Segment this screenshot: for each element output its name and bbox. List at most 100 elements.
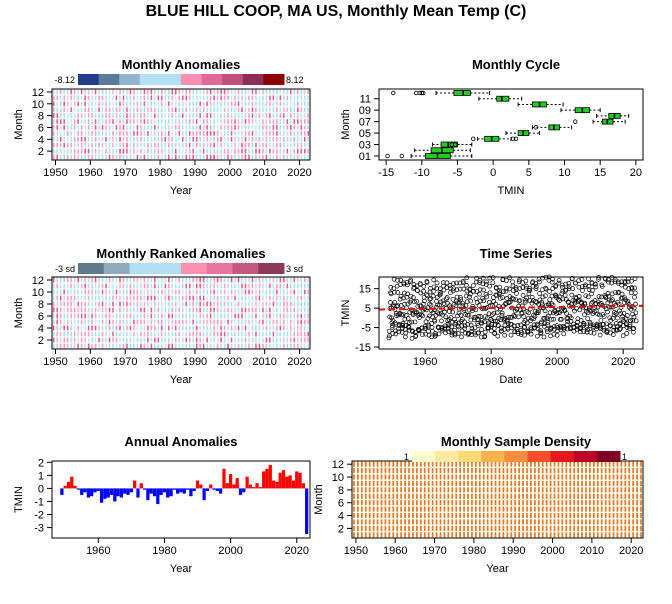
heatmap-cell xyxy=(502,487,505,493)
y-axis-label: TMIN xyxy=(340,300,352,327)
heatmap-cell xyxy=(209,337,212,343)
data-point xyxy=(604,328,610,333)
heatmap-cell xyxy=(248,95,250,101)
heatmap-cell xyxy=(357,532,359,538)
heatmap-cell xyxy=(297,283,299,289)
data-point xyxy=(564,322,570,327)
data-point xyxy=(619,279,625,285)
data-point xyxy=(507,275,512,280)
heatmap-cell xyxy=(52,113,55,118)
heatmap-cell xyxy=(122,119,125,124)
heatmap-cell xyxy=(258,337,261,343)
heatmap-cell xyxy=(290,136,292,142)
heatmap-cell xyxy=(115,343,118,349)
panel-title: Monthly Anomalies xyxy=(122,57,241,72)
heatmap-cell xyxy=(59,119,62,124)
data-point xyxy=(620,313,626,319)
heatmap-cell xyxy=(230,119,233,124)
heatmap-cell xyxy=(537,500,540,506)
heatmap-cell xyxy=(185,95,187,101)
heatmap-cell xyxy=(265,142,268,148)
heatmap-cell xyxy=(478,519,481,525)
data-point xyxy=(630,326,636,332)
heatmap-cell xyxy=(251,277,254,283)
data-point xyxy=(477,291,482,297)
heatmap-cell xyxy=(87,295,90,301)
heatmap-cell xyxy=(290,301,292,307)
heatmap-cell xyxy=(636,506,638,512)
legend-swatch xyxy=(222,74,244,85)
x-tick-label: -5 xyxy=(453,167,463,179)
heatmap-cell xyxy=(108,301,111,307)
x-tick-label: 1950 xyxy=(344,545,368,557)
heatmap-cell xyxy=(478,474,481,480)
heatmap-cell xyxy=(522,506,524,512)
heatmap-cell xyxy=(549,474,552,480)
heatmap-cell xyxy=(84,337,86,343)
heatmap-cell xyxy=(262,295,264,301)
data-point xyxy=(431,277,437,283)
heatmap-cell xyxy=(510,532,513,538)
data-point xyxy=(444,285,449,291)
heatmap-cell xyxy=(248,131,250,136)
heatmap-cell xyxy=(541,461,544,467)
heatmap-cell xyxy=(384,532,387,538)
heatmap-cell xyxy=(573,468,576,474)
heatmap-cell xyxy=(286,101,289,107)
heatmap-cell xyxy=(585,461,587,467)
heatmap-cell xyxy=(112,331,114,337)
heatmap-cell xyxy=(279,337,282,343)
data-point xyxy=(477,287,483,293)
heatmap-cell xyxy=(157,113,160,118)
heatmap-cell xyxy=(255,289,257,295)
data-point xyxy=(529,294,535,300)
heatmap-cell xyxy=(202,313,205,319)
heatmap-cell xyxy=(392,532,395,538)
heatmap-cell xyxy=(360,525,363,531)
heatmap-cell xyxy=(98,319,100,325)
heatmap-cell xyxy=(307,331,310,337)
heatmap-cell xyxy=(451,525,454,531)
heatmap-cell xyxy=(178,107,181,113)
heatmap-cell xyxy=(388,461,391,467)
heatmap-cell xyxy=(522,468,524,474)
data-point xyxy=(528,318,533,324)
heatmap-cell xyxy=(192,337,194,343)
heatmap-cell xyxy=(455,512,458,519)
heatmap-cell xyxy=(195,325,198,331)
heatmap-cell xyxy=(541,474,544,480)
data-point xyxy=(566,280,572,286)
heatmap-cell xyxy=(632,461,635,467)
data-point xyxy=(510,279,516,285)
heatmap-cell xyxy=(56,119,58,124)
heatmap-cell xyxy=(175,337,177,343)
data-point xyxy=(411,295,416,300)
data-point xyxy=(560,288,566,294)
heatmap-cell xyxy=(279,295,282,301)
data-point xyxy=(507,294,513,299)
heatmap-cell xyxy=(276,325,278,331)
heatmap-cell xyxy=(498,493,501,499)
heatmap-cell xyxy=(248,289,250,295)
heatmap-cell xyxy=(612,532,615,538)
heatmap-cell xyxy=(600,480,603,487)
heatmap-cell xyxy=(533,532,536,538)
heatmap-cell xyxy=(126,113,128,118)
heatmap-cell xyxy=(73,337,76,343)
heatmap-cell xyxy=(467,525,469,531)
heatmap-cell xyxy=(427,512,430,519)
heatmap-cell xyxy=(70,343,72,349)
heatmap-cell xyxy=(416,525,418,531)
x-tick-label: 1960 xyxy=(413,356,437,368)
data-point xyxy=(521,325,527,330)
anomaly-bar xyxy=(209,484,213,489)
heatmap-cell xyxy=(293,89,296,95)
heatmap-cell xyxy=(304,131,306,136)
heatmap-cell xyxy=(105,277,107,283)
heatmap-cell xyxy=(569,468,572,474)
heatmap-cell xyxy=(129,101,132,107)
data-point xyxy=(461,286,467,292)
heatmap-cell xyxy=(251,142,254,148)
heatmap-cell xyxy=(272,301,275,307)
heatmap-cell xyxy=(297,95,299,101)
